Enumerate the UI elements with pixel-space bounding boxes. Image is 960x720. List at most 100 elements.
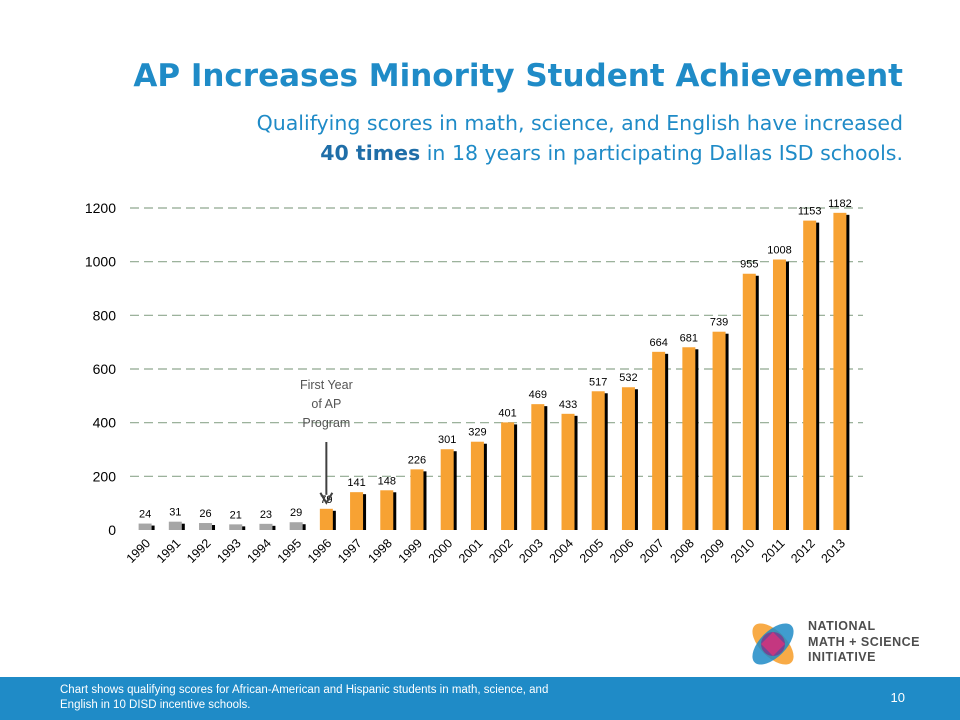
x-tick-label: 2001 (456, 536, 486, 566)
bar (440, 449, 454, 530)
x-tick-label: 1996 (305, 536, 335, 566)
x-tick-label: 1990 (124, 536, 154, 566)
x-tick-label: 2005 (577, 536, 607, 566)
subtitle-line-2: 40 times in 18 years in participating Da… (60, 138, 903, 168)
chart-gridlines (130, 207, 863, 477)
x-tick-label: 2008 (667, 536, 697, 566)
data-label: 21 (230, 509, 242, 521)
footer-bar: Chart shows qualifying scores for Africa… (0, 677, 960, 720)
subtitle-emphasis: 40 times (320, 141, 421, 165)
y-axis-tick-labels: 0 200 400 600 800 1000 1200 (85, 200, 116, 538)
x-tick-label: 2003 (516, 536, 546, 566)
data-label: 401 (498, 407, 516, 419)
nmsi-logo: NATIONAL MATH + SCIENCE INITIATIVE (744, 616, 960, 672)
data-label: 433 (559, 399, 577, 411)
slide-subtitle: Qualifying scores in math, science, and … (60, 108, 903, 168)
subtitle-line-2-rest: in 18 years in participating Dallas ISD … (420, 141, 903, 165)
logo-text-line-3: INITIATIVE (808, 650, 876, 664)
x-tick-label: 2006 (607, 536, 637, 566)
bar (168, 521, 182, 530)
x-tick-label: 1999 (396, 536, 426, 566)
bar (410, 469, 424, 530)
bar (229, 524, 243, 530)
annotation-line: Program (302, 416, 350, 430)
x-tick-label: 2007 (637, 536, 667, 566)
y-tick-label: 400 (93, 415, 117, 431)
data-label: 226 (408, 454, 426, 466)
bar (833, 212, 847, 530)
bar (350, 492, 364, 530)
y-tick-label: 1200 (85, 200, 116, 216)
data-label: 24 (139, 509, 151, 521)
first-year-annotation: First Year of AP Program (300, 378, 353, 505)
x-tick-label: 2004 (547, 536, 577, 566)
bar (531, 404, 545, 530)
x-tick-label: 2011 (759, 536, 788, 565)
nmsi-logo-mark (752, 623, 794, 665)
data-label: 141 (347, 477, 365, 489)
logo-text: NATIONAL MATH + SCIENCE INITIATIVE (808, 619, 920, 666)
bar (289, 522, 303, 530)
bar (652, 351, 666, 530)
bar (259, 523, 273, 530)
data-label: 29 (290, 507, 302, 519)
annotation-arrow-head (319, 492, 334, 505)
data-label: 31 (169, 507, 181, 519)
bar (199, 523, 213, 530)
x-axis-tick-labels: 1990 1991 1992 1993 1994 1995 1996 1997 1998 1999… (124, 536, 848, 566)
x-tick-label: 2009 (698, 536, 728, 566)
page-number: 10 (890, 690, 905, 705)
bar (319, 508, 333, 530)
x-tick-label: 1998 (365, 536, 395, 566)
y-tick-label: 200 (93, 468, 117, 484)
data-label: 664 (649, 337, 667, 349)
x-tick-label: 2010 (728, 536, 758, 566)
bar (138, 523, 152, 530)
bar (621, 387, 635, 530)
annotation-line: First Year (300, 378, 353, 392)
logo-text-line-1: NATIONAL (808, 619, 876, 633)
x-tick-label: 1991 (154, 536, 184, 566)
data-label: 23 (260, 509, 272, 521)
x-tick-label: 2000 (426, 536, 456, 566)
data-label: 329 (468, 427, 486, 439)
x-tick-label: 1992 (184, 536, 214, 566)
bar (470, 441, 484, 530)
x-tick-label: 1995 (275, 536, 305, 566)
data-label: 1153 (798, 206, 822, 218)
data-label: 1008 (767, 245, 791, 257)
x-tick-label: 2002 (486, 536, 516, 566)
data-label: 681 (680, 332, 698, 344)
data-label: 739 (710, 317, 728, 329)
y-tick-label: 0 (108, 522, 116, 538)
x-tick-label: 2013 (818, 536, 848, 566)
data-label: 148 (378, 475, 396, 487)
y-tick-label: 800 (93, 307, 117, 323)
chart-footnote: Chart shows qualifying scores for Africa… (60, 684, 549, 711)
bar (803, 220, 817, 530)
chart-bars (138, 212, 850, 530)
x-tick-label: 1997 (335, 536, 365, 566)
bar (742, 273, 756, 530)
logo-text-line-2: MATH + SCIENCE (808, 634, 920, 649)
data-label: 469 (529, 389, 547, 401)
data-label: 532 (619, 372, 637, 384)
data-label: 1182 (828, 198, 852, 210)
data-label: 26 (199, 508, 211, 520)
bar (591, 391, 605, 530)
bar (561, 413, 575, 530)
x-tick-label: 1993 (214, 536, 244, 566)
bar (501, 422, 515, 530)
data-label: 955 (740, 259, 758, 271)
bar (682, 347, 696, 530)
bar (712, 331, 726, 530)
y-tick-label: 600 (93, 361, 117, 377)
data-label: 301 (438, 434, 456, 446)
x-tick-label: 1994 (244, 536, 274, 566)
slide-title: AP Increases Minority Student Achievemen… (133, 58, 903, 94)
bar (772, 259, 786, 530)
x-tick-label: 2012 (788, 536, 818, 566)
annotation-line: of AP (311, 397, 341, 411)
